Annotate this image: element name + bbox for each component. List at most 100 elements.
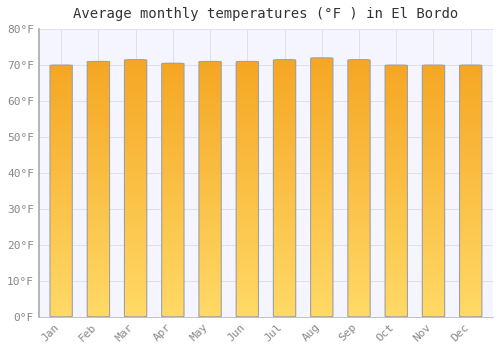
Bar	[385, 201, 407, 203]
Bar	[348, 227, 370, 229]
Bar	[348, 145, 370, 147]
Bar	[348, 147, 370, 150]
Bar	[274, 307, 295, 309]
Bar	[348, 301, 370, 304]
Bar	[385, 176, 407, 178]
Bar	[199, 263, 222, 266]
Bar	[87, 110, 110, 112]
Bar	[385, 161, 407, 163]
Bar	[87, 125, 110, 128]
Bar	[422, 269, 444, 272]
Bar	[124, 83, 147, 85]
Bar	[348, 237, 370, 240]
Bar	[274, 186, 295, 188]
Bar	[385, 292, 407, 294]
Bar	[385, 251, 407, 254]
Bar	[460, 224, 482, 226]
Bar	[274, 106, 295, 108]
Bar	[124, 260, 147, 263]
Bar	[50, 176, 72, 178]
Bar	[310, 174, 333, 177]
Bar	[50, 158, 72, 161]
Bar	[385, 128, 407, 131]
Bar	[422, 80, 444, 83]
Bar	[236, 82, 258, 84]
Bar	[124, 186, 147, 188]
Bar	[348, 224, 370, 227]
Bar	[274, 170, 295, 173]
Bar	[460, 123, 482, 125]
Bar	[124, 296, 147, 299]
Bar	[236, 314, 258, 317]
Bar	[162, 188, 184, 190]
Bar	[199, 151, 222, 153]
Bar	[385, 196, 407, 198]
Bar	[422, 309, 444, 312]
Bar	[422, 65, 444, 68]
Bar	[310, 213, 333, 216]
Bar	[199, 225, 222, 228]
Bar	[310, 133, 333, 135]
Bar	[124, 173, 147, 175]
Bar	[274, 204, 295, 206]
Bar	[422, 198, 444, 201]
Bar	[310, 115, 333, 117]
Bar	[348, 88, 370, 91]
Bar	[310, 270, 333, 273]
Bar	[236, 102, 258, 105]
Bar	[460, 93, 482, 95]
Bar	[348, 137, 370, 139]
Bar	[236, 215, 258, 217]
Bar	[310, 86, 333, 89]
Bar	[274, 288, 295, 291]
Bar	[348, 204, 370, 206]
Bar	[236, 72, 258, 74]
Bar	[162, 127, 184, 129]
Bar	[422, 110, 444, 113]
Bar	[385, 246, 407, 249]
Bar	[87, 189, 110, 192]
Bar	[87, 77, 110, 79]
Bar	[310, 130, 333, 133]
Bar	[310, 146, 333, 148]
Bar	[236, 135, 258, 138]
Bar	[422, 254, 444, 257]
Bar	[385, 241, 407, 244]
Bar	[460, 166, 482, 168]
Bar	[162, 200, 184, 203]
Bar	[310, 91, 333, 94]
Bar	[199, 245, 222, 248]
Bar	[310, 226, 333, 229]
Bar	[385, 148, 407, 150]
Bar	[124, 80, 147, 83]
Bar	[348, 222, 370, 224]
Bar	[199, 92, 222, 94]
Bar	[348, 114, 370, 116]
Bar	[162, 99, 184, 101]
Bar	[199, 118, 222, 120]
Bar	[348, 65, 370, 67]
Bar	[199, 161, 222, 163]
Bar	[50, 246, 72, 249]
Bar	[385, 209, 407, 211]
Bar	[50, 113, 72, 116]
Bar	[348, 155, 370, 158]
Bar	[199, 301, 222, 304]
Bar	[422, 229, 444, 231]
Bar	[460, 176, 482, 178]
Bar	[162, 86, 184, 89]
Bar	[310, 102, 333, 104]
Bar	[348, 265, 370, 268]
Bar	[236, 174, 258, 176]
Bar	[199, 153, 222, 156]
Bar	[236, 207, 258, 210]
Bar	[385, 274, 407, 276]
Bar	[124, 165, 147, 168]
Bar	[460, 261, 482, 264]
Bar	[236, 261, 258, 263]
Bar	[199, 64, 222, 66]
Bar	[124, 242, 147, 245]
Bar	[87, 128, 110, 131]
Bar	[124, 229, 147, 232]
Bar	[348, 314, 370, 317]
